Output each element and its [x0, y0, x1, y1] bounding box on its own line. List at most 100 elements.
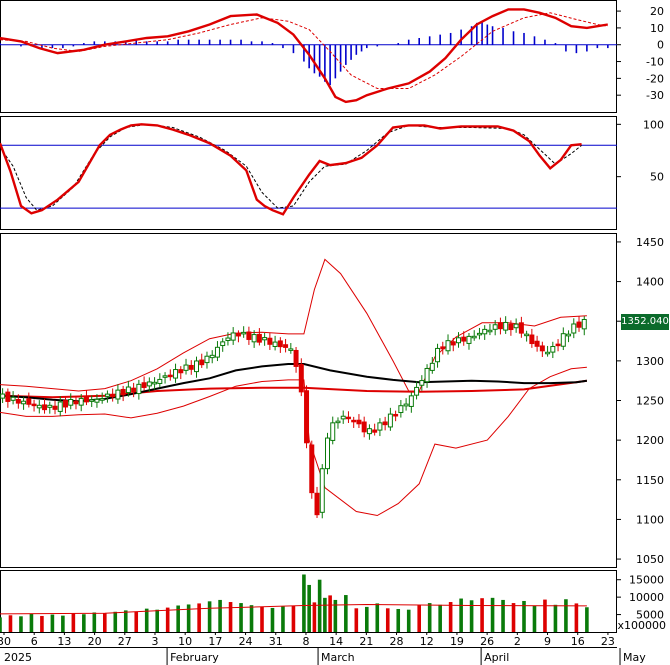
- candle-body: [42, 404, 48, 411]
- x-tick-label: 19: [450, 635, 464, 648]
- candle-body: [36, 404, 42, 409]
- price-y-tick-label: 1300: [636, 355, 664, 368]
- candle-body: [157, 378, 163, 384]
- candle-body: [513, 323, 519, 329]
- month-label: February: [170, 651, 219, 664]
- candle-body: [256, 333, 262, 343]
- volume-bar: [448, 602, 453, 632]
- candle-body: [63, 400, 68, 408]
- candle-body: [136, 383, 142, 395]
- macd-y-tick-label: -10: [646, 56, 664, 69]
- candle-body: [146, 381, 152, 387]
- candle-body: [435, 347, 441, 363]
- stochastic-y-tick-label: 100: [643, 118, 664, 131]
- candle-body: [89, 399, 95, 402]
- volume-bar: [8, 615, 13, 632]
- x-tick-label: 10: [178, 635, 192, 648]
- candle-body: [576, 321, 582, 328]
- x-tick-label: 30: [0, 635, 11, 648]
- candle-body: [298, 363, 304, 393]
- candle-body: [209, 354, 215, 359]
- x-tick-label: 24: [239, 635, 253, 648]
- candle-body: [387, 413, 393, 428]
- price-y-tick-label: 1100: [636, 513, 664, 526]
- candle-body: [199, 359, 205, 366]
- volume-panel: [0, 570, 617, 633]
- x-tick-label: 31: [269, 635, 283, 648]
- candle-body: [450, 341, 456, 346]
- candle-body: [47, 404, 53, 408]
- volume-unit-label: x100000: [617, 619, 666, 632]
- candle-body: [293, 349, 299, 367]
- candle-body: [251, 334, 257, 343]
- volume-bar: [480, 598, 484, 632]
- volume-bar: [165, 607, 170, 632]
- candle-body: [115, 389, 121, 400]
- candle-body: [539, 345, 545, 352]
- volume-bar: [144, 608, 149, 632]
- volume-bar: [0, 617, 2, 632]
- candle-body: [94, 398, 100, 403]
- candle-body: [194, 360, 199, 373]
- candle-body: [503, 321, 509, 331]
- candle-body: [314, 492, 320, 516]
- volume-bar: [281, 606, 285, 632]
- volume-bar: [501, 599, 505, 632]
- volume-bar: [92, 612, 97, 632]
- price-panel: [0, 233, 617, 568]
- x-tick-label: 20: [88, 635, 102, 648]
- bollinger-lower-band: [0, 366, 587, 517]
- volume-bar: [82, 614, 86, 632]
- candle-body: [466, 335, 472, 344]
- candle-body: [377, 422, 383, 431]
- volume-bar: [239, 603, 243, 632]
- candle-body: [178, 369, 184, 374]
- volume-bar: [228, 602, 233, 632]
- x-tick-label: 16: [571, 635, 585, 648]
- candle-body: [330, 422, 336, 441]
- volume-bar: [406, 609, 411, 632]
- candle-body: [476, 332, 482, 336]
- volume-bar: [438, 604, 442, 632]
- candle-body: [335, 420, 341, 424]
- candle-body: [414, 386, 420, 396]
- x-tick-label: 17: [208, 635, 222, 648]
- stochastic-panel: [0, 116, 617, 230]
- price-y-tick-label: 1400: [636, 276, 664, 289]
- candle-body: [372, 429, 378, 433]
- candle-body: [125, 386, 131, 394]
- x-tick-label: 23: [601, 635, 615, 648]
- x-tick-label: 8: [302, 635, 309, 648]
- candle-body: [131, 387, 137, 393]
- x-tick-label: 3: [151, 635, 158, 648]
- volume-y-tick-label: 10000: [629, 591, 664, 604]
- candle-body: [356, 419, 362, 425]
- volume-bar: [270, 607, 275, 632]
- candle-body: [345, 416, 351, 420]
- candle-body: [246, 331, 252, 340]
- candle-body: [57, 401, 63, 412]
- volume-bar: [469, 600, 474, 632]
- candle-body: [398, 405, 404, 414]
- candle-body: [204, 355, 210, 364]
- candle-body: [309, 444, 315, 494]
- volume-bar: [134, 611, 139, 632]
- volume-bar: [522, 600, 526, 632]
- x-tick-label: 21: [359, 635, 373, 648]
- x-tick-label: 27: [118, 635, 132, 648]
- volume-bar: [291, 605, 296, 632]
- volume-bar: [249, 605, 254, 632]
- volume-bar: [333, 599, 338, 632]
- volume-bar: [19, 616, 23, 632]
- macd-signal-line: [0, 12, 608, 89]
- volume-bar: [490, 597, 495, 632]
- macd-y-tick-label: -30: [646, 89, 664, 102]
- volume-bar: [396, 608, 401, 632]
- volume-bar: [354, 608, 359, 632]
- volume-bar: [123, 610, 128, 632]
- price-y-tick-label: 1450: [636, 236, 664, 249]
- volume-bar: [197, 603, 201, 632]
- volume-bar: [40, 615, 44, 632]
- candle-body: [304, 390, 310, 444]
- candle-body: [424, 367, 430, 383]
